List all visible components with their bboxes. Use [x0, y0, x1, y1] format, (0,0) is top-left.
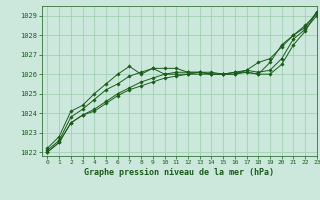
- X-axis label: Graphe pression niveau de la mer (hPa): Graphe pression niveau de la mer (hPa): [84, 168, 274, 177]
